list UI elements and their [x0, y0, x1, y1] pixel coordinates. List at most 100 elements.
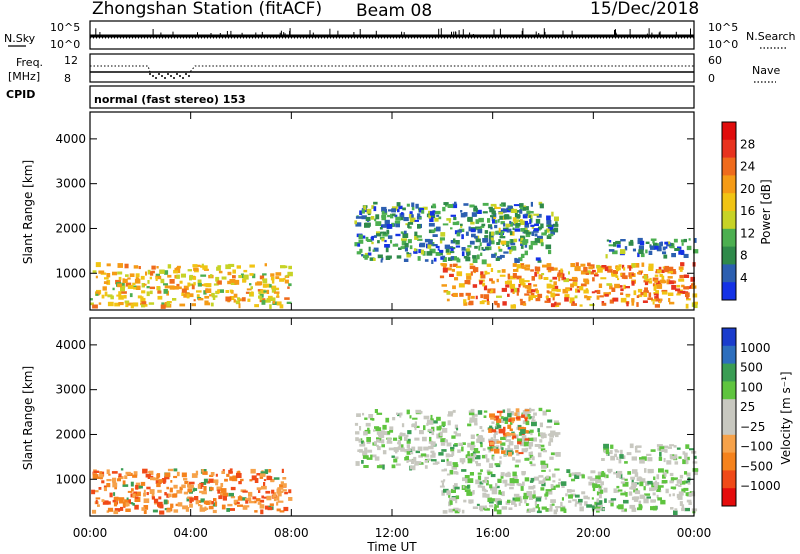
scatter-cell — [263, 290, 267, 293]
scatter-cell — [125, 274, 129, 277]
scatter-cell — [479, 280, 483, 285]
scatter-cell — [173, 509, 179, 513]
scatter-cell — [501, 491, 505, 497]
scatter-cell — [638, 504, 642, 509]
scatter-cell — [408, 448, 411, 452]
scatter-cell — [521, 265, 525, 269]
scatter-cell — [658, 456, 663, 461]
scatter-cell — [641, 262, 645, 267]
scatter-cell — [506, 280, 512, 285]
scatter-cell — [643, 292, 648, 297]
scatter-cell — [250, 468, 256, 474]
scatter-cell — [528, 451, 532, 457]
scatter-cell — [613, 471, 619, 475]
scatter-cell — [494, 448, 500, 454]
scatter-cell — [587, 476, 593, 480]
scatter-cell — [546, 266, 552, 271]
scatter-cell — [629, 487, 633, 490]
scatter-cell — [631, 273, 634, 276]
scatter-cell — [228, 492, 234, 497]
scatter-cell — [454, 510, 460, 514]
scatter-cell — [537, 235, 543, 239]
scatter-cell — [535, 218, 541, 224]
scatter-cell — [406, 252, 409, 255]
scatter-cell — [143, 505, 149, 510]
scatter-cell — [621, 509, 627, 513]
scatter-cell — [546, 426, 552, 429]
scatter-cell — [238, 275, 242, 279]
scatter-cell — [485, 493, 490, 498]
scatter-cell — [575, 288, 578, 293]
scatter-cell — [662, 251, 667, 255]
scatter-cell — [652, 301, 655, 305]
scatter-cell — [597, 265, 603, 269]
scatter-cell — [528, 417, 531, 420]
scatter-cell — [633, 498, 639, 502]
scatter-cell — [683, 487, 689, 491]
nave-dip-point — [152, 75, 154, 77]
xtick-label: 16:00 — [475, 526, 510, 540]
scatter-cell — [485, 272, 490, 275]
scatter-cell — [385, 255, 391, 260]
colorbar-tick-label: 8 — [740, 249, 748, 263]
scatter-cell — [644, 287, 648, 293]
scatter-cell — [459, 458, 466, 463]
scatter-cell — [617, 470, 623, 475]
scatter-cell — [524, 267, 530, 271]
scatter-cell — [663, 267, 669, 273]
scatter-cell — [685, 444, 690, 449]
scatter-cell — [616, 485, 620, 489]
scatter-cell — [683, 452, 688, 457]
scatter-cell — [148, 302, 155, 305]
scatter-cell — [666, 279, 670, 285]
scatter-cell — [654, 279, 658, 283]
scatter-cell — [679, 480, 686, 485]
scatter-cell — [120, 286, 125, 292]
scatter-cell — [250, 291, 254, 297]
scatter-cell — [414, 421, 417, 426]
scatter-cell — [184, 480, 189, 485]
scatter-cell — [132, 302, 139, 307]
scatter-cell — [586, 296, 591, 301]
scatter-cell — [454, 277, 459, 281]
scatter-cell — [479, 481, 484, 485]
scatter-cell — [519, 209, 523, 214]
scatter-cell — [203, 486, 207, 491]
scatter-cell — [631, 456, 637, 461]
scatter-cell — [519, 206, 524, 211]
scatter-cell — [95, 293, 99, 296]
scatter-cell — [555, 432, 561, 435]
scatter-cell — [473, 453, 477, 458]
scatter-cell — [467, 295, 471, 301]
scatter-cell — [508, 441, 514, 446]
station-title: Zhongshan Station (fitACF) — [92, 0, 322, 19]
scatter-cell — [417, 238, 423, 241]
scatter-cell — [446, 490, 451, 496]
scatter-cell — [254, 304, 259, 308]
scatter-cell — [452, 409, 456, 413]
scatter-cell — [260, 289, 266, 294]
scatter-cell — [522, 285, 528, 288]
scatter-cell — [399, 213, 405, 218]
scatter-cell — [571, 276, 578, 280]
scatter-cell — [558, 276, 561, 282]
scatter-cell — [552, 276, 558, 280]
scatter-cell — [429, 436, 432, 442]
scatter-cell — [354, 422, 359, 426]
scatter-cell — [277, 500, 284, 503]
scatter-cell — [371, 454, 377, 458]
scatter-cell — [465, 257, 471, 262]
scatter-cell — [463, 256, 468, 259]
scatter-cell — [461, 234, 464, 240]
scatter-cell — [182, 505, 188, 510]
scatter-cell — [173, 468, 178, 472]
scatter-cell — [229, 296, 235, 300]
scatter-cell — [204, 295, 210, 299]
scatter-cell — [643, 275, 647, 280]
scatter-cell — [608, 244, 614, 247]
scatter-cell — [496, 242, 500, 245]
scatter-cell — [515, 223, 521, 227]
scatter-cell — [531, 456, 535, 461]
scatter-cell — [574, 295, 578, 299]
scatter-cell — [217, 265, 222, 268]
